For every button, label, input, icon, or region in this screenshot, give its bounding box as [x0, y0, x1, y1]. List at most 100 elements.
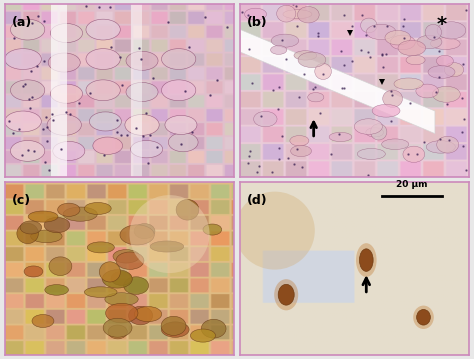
Ellipse shape [24, 266, 43, 277]
Ellipse shape [315, 63, 331, 79]
Ellipse shape [372, 104, 400, 117]
Ellipse shape [359, 249, 373, 271]
Ellipse shape [129, 195, 210, 273]
Ellipse shape [108, 325, 128, 339]
Ellipse shape [51, 84, 82, 103]
Ellipse shape [161, 322, 189, 337]
Ellipse shape [291, 145, 311, 157]
Ellipse shape [162, 80, 196, 101]
Ellipse shape [203, 224, 222, 235]
Ellipse shape [10, 19, 45, 40]
Ellipse shape [134, 224, 155, 239]
Ellipse shape [113, 250, 139, 263]
Ellipse shape [426, 141, 456, 153]
Ellipse shape [432, 86, 460, 102]
Bar [51, 4, 66, 177]
Ellipse shape [126, 51, 158, 70]
Ellipse shape [294, 51, 317, 60]
Ellipse shape [86, 80, 120, 101]
Ellipse shape [31, 230, 62, 243]
Ellipse shape [383, 90, 402, 107]
Ellipse shape [28, 211, 58, 222]
Ellipse shape [425, 24, 441, 40]
Ellipse shape [131, 140, 163, 158]
Text: *: * [437, 15, 447, 34]
Ellipse shape [116, 252, 144, 269]
Polygon shape [240, 29, 435, 134]
Ellipse shape [49, 257, 72, 275]
Ellipse shape [416, 84, 438, 98]
Text: (c): (c) [11, 194, 31, 207]
Ellipse shape [283, 10, 312, 19]
Text: (b): (b) [247, 16, 268, 29]
Ellipse shape [5, 111, 41, 132]
Ellipse shape [86, 19, 120, 40]
Ellipse shape [10, 140, 45, 161]
Ellipse shape [385, 31, 410, 45]
Ellipse shape [274, 279, 298, 310]
Ellipse shape [437, 55, 453, 66]
Ellipse shape [428, 66, 455, 79]
Ellipse shape [413, 306, 434, 329]
Ellipse shape [87, 242, 114, 253]
Ellipse shape [10, 80, 45, 101]
Ellipse shape [32, 314, 54, 327]
Ellipse shape [366, 128, 383, 137]
Ellipse shape [100, 262, 120, 282]
Ellipse shape [245, 8, 266, 20]
Ellipse shape [124, 277, 148, 294]
Ellipse shape [361, 18, 377, 33]
Ellipse shape [277, 5, 296, 22]
Ellipse shape [329, 132, 352, 141]
Ellipse shape [290, 136, 309, 146]
Text: 20 μm: 20 μm [396, 180, 428, 189]
Ellipse shape [102, 270, 132, 288]
Ellipse shape [444, 62, 464, 77]
Ellipse shape [308, 93, 324, 102]
Ellipse shape [394, 78, 423, 90]
Ellipse shape [235, 192, 315, 270]
Ellipse shape [20, 221, 42, 234]
Text: (a): (a) [11, 16, 32, 29]
Ellipse shape [403, 146, 425, 162]
Ellipse shape [86, 49, 120, 69]
Ellipse shape [437, 136, 459, 153]
Ellipse shape [417, 35, 442, 49]
Ellipse shape [128, 306, 153, 325]
Ellipse shape [120, 225, 154, 245]
Ellipse shape [103, 318, 132, 337]
Ellipse shape [298, 6, 319, 23]
Ellipse shape [398, 40, 426, 56]
Ellipse shape [357, 149, 385, 159]
Ellipse shape [254, 111, 277, 127]
Ellipse shape [84, 287, 117, 297]
Ellipse shape [201, 319, 226, 338]
Ellipse shape [161, 316, 186, 335]
Ellipse shape [126, 83, 158, 102]
Ellipse shape [84, 202, 111, 214]
Ellipse shape [48, 53, 80, 72]
Ellipse shape [58, 203, 80, 216]
Ellipse shape [437, 22, 466, 39]
Ellipse shape [390, 35, 415, 50]
Ellipse shape [90, 112, 121, 131]
Ellipse shape [63, 207, 97, 221]
Ellipse shape [45, 285, 68, 295]
Ellipse shape [298, 52, 326, 67]
Ellipse shape [356, 243, 376, 277]
Ellipse shape [44, 217, 70, 233]
Ellipse shape [417, 309, 430, 325]
Ellipse shape [106, 303, 138, 323]
Ellipse shape [176, 200, 199, 220]
Ellipse shape [271, 46, 287, 55]
Ellipse shape [162, 49, 196, 69]
Text: (d): (d) [247, 194, 268, 207]
Ellipse shape [51, 24, 82, 43]
Ellipse shape [111, 271, 132, 285]
Bar [131, 4, 142, 177]
Ellipse shape [17, 223, 38, 244]
Ellipse shape [168, 133, 198, 152]
Ellipse shape [125, 115, 159, 135]
Ellipse shape [191, 329, 216, 342]
Ellipse shape [366, 24, 396, 39]
